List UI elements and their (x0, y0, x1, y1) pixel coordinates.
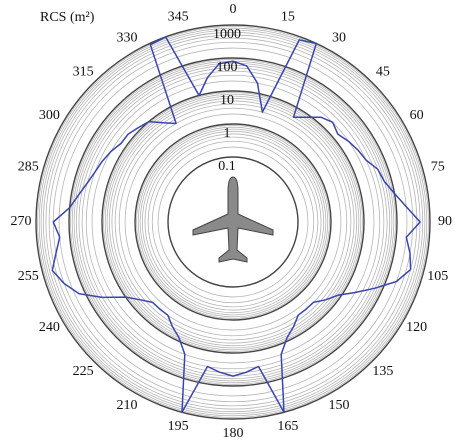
airplane (192, 176, 274, 263)
angle-tick-label: 225 (73, 364, 94, 379)
minor-grid-circle (106, 95, 360, 349)
angle-tick-label: 75 (431, 159, 445, 174)
airplane-shape (192, 176, 274, 263)
angle-tick-label: 180 (223, 426, 244, 440)
angle-tick-label: 105 (427, 269, 448, 284)
grid-circle (35, 24, 431, 420)
angle-tick-label: 270 (11, 214, 32, 229)
grid-circle (68, 57, 398, 387)
minor-grid-circle (108, 97, 358, 347)
minor-grid-circle (137, 126, 329, 318)
r-tick-label: 10 (220, 93, 234, 108)
minor-grid-circle (114, 103, 352, 341)
angle-tick-label: 120 (406, 320, 427, 335)
angle-tick-label: 300 (39, 108, 60, 123)
grid-circle (101, 90, 365, 354)
minor-grid-circle (144, 133, 322, 311)
minor-grid-circle (139, 128, 327, 316)
angle-tick-label: 60 (410, 108, 424, 123)
labels: 0.1 1 10 100 1000 0 15 30 45 60 75 90 105 120 135 150 16… (11, 2, 453, 440)
angle-tick-label: 90 (438, 214, 452, 229)
angle-tick-label: 210 (117, 398, 138, 413)
minor-grid-circle (81, 70, 385, 374)
angle-tick-label: 330 (117, 31, 138, 46)
angle-tick-label: 165 (277, 419, 298, 434)
minor-grid-circle (147, 136, 319, 308)
angle-tick-label: 195 (168, 419, 189, 434)
angle-tick-label: 30 (332, 31, 346, 46)
minor-grid-circle (85, 74, 381, 370)
grid-circle (134, 123, 332, 321)
minor-grid-circle (38, 27, 428, 417)
r-tick-label: 1000 (213, 27, 241, 42)
angle-tick-label: 15 (281, 9, 295, 24)
minor-grid-circle (73, 62, 393, 382)
grid-circle (167, 156, 299, 288)
angle-tick-label: 45 (376, 64, 390, 79)
minor-grid-circle (151, 140, 315, 304)
angle-tick-label: 285 (18, 159, 39, 174)
minor-grid-circle (136, 125, 330, 319)
r-tick-label: 100 (217, 60, 238, 75)
minor-grid-circle (37, 26, 429, 418)
minor-grid-circle (103, 92, 363, 352)
angle-tick-label: 0 (230, 2, 237, 17)
grid (35, 24, 431, 420)
angle-tick-label: 345 (168, 9, 189, 24)
minor-grid-circle (70, 59, 396, 385)
minor-grid-circle (40, 29, 426, 415)
chart-title: RCS (m²) (40, 10, 95, 25)
minor-grid-circle (75, 64, 391, 380)
minor-grid-circle (141, 130, 325, 314)
angle-tick-label: 315 (73, 64, 94, 79)
minor-grid-circle (118, 107, 348, 337)
angle-tick-label: 135 (372, 364, 393, 379)
minor-grid-circle (111, 100, 355, 344)
minor-grid-circle (104, 93, 362, 351)
minor-grid-circle (91, 80, 375, 364)
minor-grid-circle (42, 31, 424, 413)
angle-tick-label: 255 (18, 269, 39, 284)
minor-grid-circle (58, 47, 408, 397)
r-tick-label: 1 (224, 126, 231, 141)
angle-tick-label: 240 (39, 320, 60, 335)
minor-grid-circle (48, 37, 418, 407)
angle-tick-label: 150 (329, 398, 350, 413)
plot (51, 36, 421, 414)
minor-grid-circle (157, 146, 309, 298)
rcs-line (51, 36, 421, 414)
r-tick-label: 0.1 (218, 159, 236, 174)
minor-grid-circle (124, 113, 342, 331)
